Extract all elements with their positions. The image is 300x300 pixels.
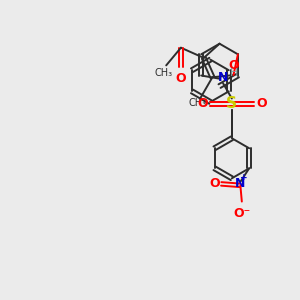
Text: H: H <box>230 68 238 79</box>
Text: O: O <box>228 58 239 71</box>
Text: N: N <box>235 177 245 190</box>
Text: O: O <box>256 97 267 110</box>
Text: O: O <box>176 72 186 85</box>
Text: O: O <box>209 177 220 190</box>
Text: N: N <box>218 71 228 84</box>
Text: CH₃: CH₃ <box>189 98 207 108</box>
Text: S: S <box>226 96 237 111</box>
Text: O: O <box>197 97 208 110</box>
Text: O⁻: O⁻ <box>234 207 251 220</box>
Text: +: + <box>240 172 248 182</box>
Text: CH₃: CH₃ <box>154 68 172 78</box>
